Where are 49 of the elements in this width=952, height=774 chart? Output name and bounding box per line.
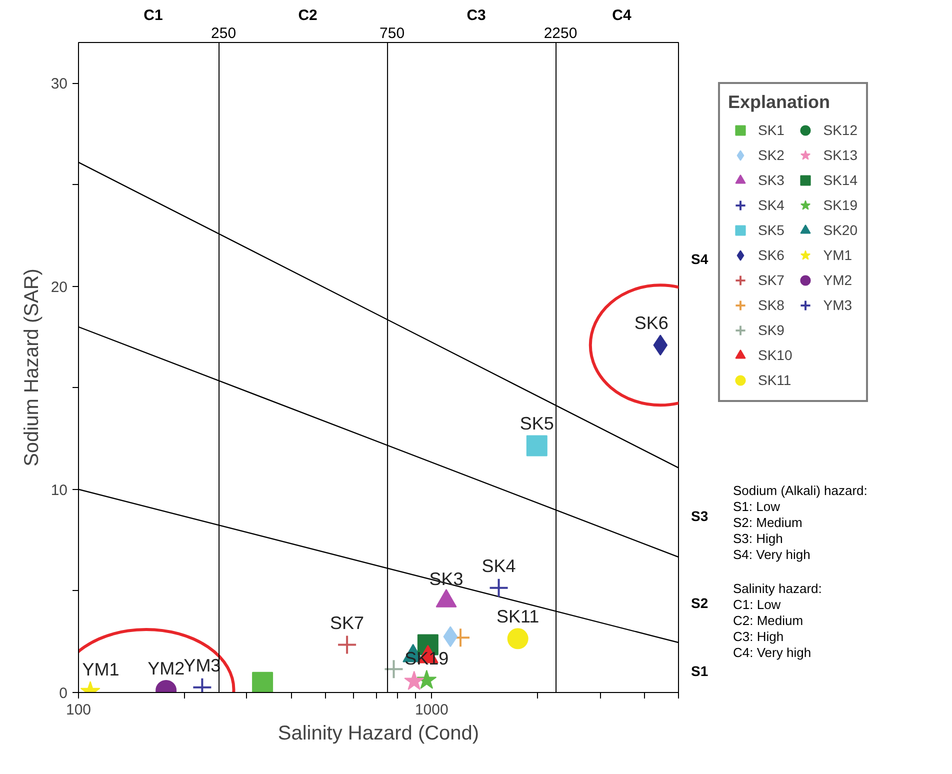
legend-label: SK13: [823, 147, 858, 163]
legend-label: YM3: [823, 297, 852, 313]
legend-label: SK2: [758, 147, 784, 163]
annotation: YM2: [148, 658, 185, 678]
ref-line-label: 750: [380, 25, 405, 43]
legend-label: SK6: [758, 247, 784, 263]
legend-label: SK5: [758, 222, 784, 238]
annotation: SK6: [634, 313, 668, 334]
text: Sodium (Alkali) hazard: S1: Low S2: Medium S3: High S4: Very high: [733, 483, 868, 563]
ref-line-label: 250: [211, 25, 236, 43]
legend-label: SK9: [758, 322, 784, 338]
y-tick-label: 0: [59, 685, 68, 702]
legend-label: SK11: [758, 372, 792, 388]
y-tick-label: 10: [50, 482, 68, 499]
legend-label: YM2: [823, 272, 852, 288]
text: S4: [691, 250, 708, 268]
ref-line-label: 2250: [544, 25, 578, 43]
x-tick-label: 1000: [414, 702, 448, 718]
annotation: YM1: [82, 659, 120, 680]
legend-label: SK12: [823, 122, 858, 138]
legend-label: SK10: [758, 347, 792, 363]
y-axis-title: Sodium Hazard (SAR): [20, 268, 43, 466]
legend-label: SK19: [823, 197, 858, 213]
annotation: SK4: [482, 556, 516, 576]
legend-label: YM1: [823, 247, 852, 263]
text: C3: [466, 7, 486, 25]
y-tick-label: 30: [50, 76, 68, 93]
text: C4: [612, 7, 632, 25]
annotation: SK5: [520, 414, 554, 434]
annotation: SK7: [330, 612, 364, 633]
text: Salinity hazard: C1: Low C2: Medium C3: High C4: Very high: [733, 581, 822, 661]
legend-label: SK20: [823, 222, 858, 238]
legend-label: SK7: [758, 272, 784, 288]
annotation: SK19: [404, 648, 449, 668]
x-tick-label: 100: [66, 702, 92, 718]
legend-label: SK4: [758, 197, 784, 213]
legend-label: SK3: [758, 172, 784, 188]
legend-title: Explanation: [728, 92, 832, 113]
legend-label: SK8: [758, 297, 784, 313]
text: S1: [691, 663, 708, 680]
text: C1: [144, 7, 163, 25]
legend-label: SK1: [758, 122, 784, 138]
y-tick-label: 20: [50, 278, 68, 296]
text: S3: [691, 508, 708, 525]
text: C2: [298, 7, 318, 25]
annotation: SK11: [496, 606, 540, 627]
text: S2: [691, 595, 708, 612]
x-axis-title: Salinity Hazard (Cond): [278, 722, 480, 744]
legend-label: SK14: [823, 172, 858, 188]
